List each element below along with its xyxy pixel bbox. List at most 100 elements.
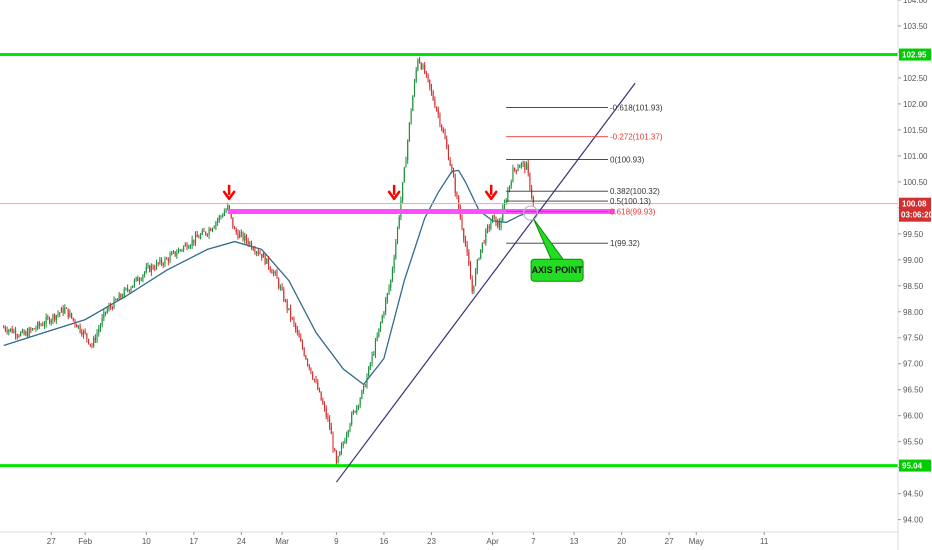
candle-body — [245, 235, 247, 242]
candle-body — [446, 139, 448, 148]
candle-body — [469, 265, 472, 280]
candle-body — [21, 330, 23, 333]
candle-body — [196, 234, 198, 238]
fib-level-label: 0.618(99.93) — [610, 207, 656, 216]
candle-body — [490, 222, 492, 229]
candle-body — [101, 317, 103, 326]
x-tick-label: Apr — [486, 537, 499, 546]
candle-body — [276, 271, 278, 279]
candle-body — [505, 200, 507, 203]
candle-body — [205, 231, 207, 235]
candle-body — [174, 251, 176, 256]
candle-body — [378, 328, 380, 337]
x-tick-label: 13 — [570, 537, 579, 546]
candle-body — [11, 328, 13, 333]
candle-body — [130, 287, 132, 291]
candle-body — [476, 259, 478, 271]
candle-body — [369, 363, 371, 367]
candle-body — [106, 309, 108, 313]
candle-body — [211, 228, 214, 231]
candle-body — [519, 165, 521, 168]
candle-body — [3, 327, 5, 329]
candle-body — [354, 410, 356, 413]
candle-body — [254, 249, 256, 253]
candle-body — [161, 259, 163, 264]
candle-body — [312, 373, 314, 379]
candle-body — [325, 408, 327, 417]
candle-body — [449, 159, 451, 166]
candle-body — [59, 312, 61, 314]
candle-body — [154, 268, 156, 270]
candle-body — [322, 400, 324, 405]
candle-body — [57, 313, 59, 316]
candle-body — [512, 168, 514, 183]
candle-body — [152, 265, 154, 269]
candle-body — [483, 242, 485, 244]
candle-body — [315, 379, 317, 382]
y-tick-label: 102.50 — [903, 74, 928, 83]
candle-body — [193, 239, 195, 243]
candle-body — [71, 312, 73, 318]
candle-body — [500, 220, 502, 228]
candle-body — [250, 242, 253, 249]
y-tick-label: 96.00 — [903, 412, 924, 421]
candle-body — [274, 271, 276, 273]
candle-body — [166, 258, 168, 260]
candle-body — [379, 322, 382, 329]
candle-body — [529, 173, 531, 189]
candle-body — [371, 355, 373, 364]
y-tick-label: 96.50 — [903, 386, 924, 395]
candle-body — [249, 242, 251, 245]
candle-body — [145, 266, 147, 272]
candle-body — [191, 239, 193, 246]
candle-body — [480, 249, 482, 259]
candle-body — [447, 147, 449, 160]
candle-body — [318, 389, 320, 392]
candle-body — [218, 216, 220, 220]
candle-body — [110, 306, 112, 308]
candle-body — [337, 456, 339, 463]
candle-body — [422, 65, 424, 69]
candle-body — [69, 312, 71, 317]
candle-body — [198, 237, 200, 239]
candle-body — [6, 330, 8, 333]
candle-body — [385, 300, 387, 313]
current-price-label: 100.08 — [902, 200, 927, 209]
candle-body — [427, 73, 429, 80]
candle-body — [415, 69, 417, 81]
y-tick-label: 99.50 — [903, 230, 924, 239]
candle-body — [42, 324, 44, 326]
candle-body — [99, 325, 102, 329]
candle-body — [488, 226, 490, 229]
y-tick-label: 101.00 — [903, 152, 928, 161]
candle-body — [532, 196, 534, 204]
candle-body — [242, 232, 244, 240]
candle-body — [108, 306, 110, 310]
candle-body — [159, 259, 161, 264]
candle-body — [72, 317, 74, 321]
candle-body — [273, 272, 275, 274]
candle-body — [26, 331, 29, 337]
candle-body — [40, 324, 42, 326]
candle-body — [308, 364, 310, 368]
candle-body — [176, 253, 178, 256]
candle-body — [33, 328, 35, 330]
x-tick-label: 16 — [379, 537, 388, 546]
countdown-label: 03:06:20 — [901, 211, 932, 220]
candle-body — [307, 359, 309, 365]
y-tick-label: 98.50 — [903, 282, 924, 291]
candle-body — [466, 244, 468, 253]
candle-body — [342, 443, 344, 446]
candle-body — [217, 219, 219, 223]
support-price-badge — [899, 459, 931, 472]
candle-body — [368, 366, 370, 377]
candle-body — [395, 242, 397, 258]
candle-body — [349, 424, 351, 431]
x-tick-label: Mar — [275, 537, 289, 546]
axis-point-text: AXIS POINT — [532, 265, 584, 275]
candle-body — [363, 385, 365, 391]
candle-body — [463, 229, 465, 240]
candle-body — [13, 330, 15, 333]
candle-body — [54, 314, 56, 320]
candle-body — [227, 205, 229, 210]
